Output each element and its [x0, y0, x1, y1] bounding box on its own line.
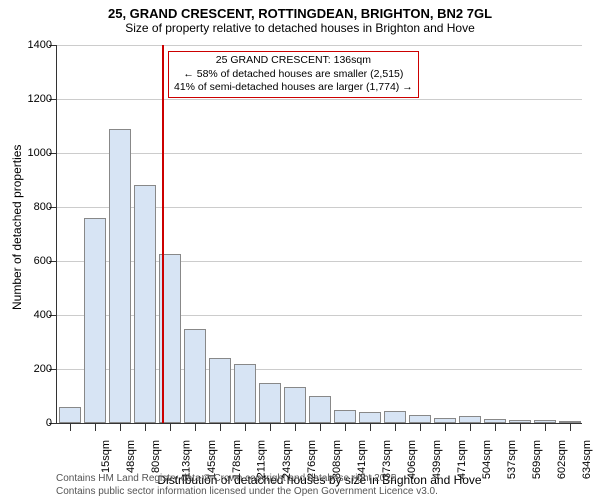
highlight-line	[162, 45, 166, 423]
x-tick	[295, 423, 296, 431]
y-tick-label: 600	[12, 255, 52, 267]
bar	[384, 411, 406, 423]
x-tick-label: 80sqm	[150, 440, 162, 473]
y-tick-label: 200	[12, 363, 52, 375]
bar	[334, 410, 356, 424]
x-tick	[345, 423, 346, 431]
y-tick-label: 800	[12, 201, 52, 213]
bar	[84, 218, 106, 423]
bar	[284, 387, 306, 423]
y-tick-label: 1200	[12, 93, 52, 105]
x-tick	[270, 423, 271, 431]
bar	[359, 412, 381, 423]
x-tick	[145, 423, 146, 431]
chart-container: 25, GRAND CRESCENT, ROTTINGDEAN, BRIGHTO…	[0, 0, 600, 500]
x-tick	[545, 423, 546, 431]
x-tick	[570, 423, 571, 431]
x-tick-label: 504sqm	[481, 440, 493, 479]
x-tick	[95, 423, 96, 431]
chart-title-2: Size of property relative to detached ho…	[0, 21, 600, 35]
y-axis-label: Number of detached properties	[10, 145, 24, 310]
footer-line-2: Contains public sector information licen…	[56, 486, 438, 499]
footer-attribution: Contains HM Land Registry data © Crown c…	[56, 473, 438, 498]
x-tick	[320, 423, 321, 431]
x-tick	[420, 423, 421, 431]
bar	[259, 383, 281, 424]
bar	[134, 185, 156, 423]
x-tick	[245, 423, 246, 431]
x-tick-label: 602sqm	[556, 440, 568, 479]
chart-title-1: 25, GRAND CRESCENT, ROTTINGDEAN, BRIGHTO…	[0, 0, 600, 21]
x-tick	[370, 423, 371, 431]
annotation-box: 25 GRAND CRESCENT: 136sqm← 58% of detach…	[168, 51, 419, 98]
x-tick	[495, 423, 496, 431]
x-tick-label: 537sqm	[506, 440, 518, 479]
x-tick-label: 569sqm	[531, 440, 543, 479]
bar	[234, 364, 256, 423]
x-tick	[220, 423, 221, 431]
x-tick	[470, 423, 471, 431]
x-tick	[445, 423, 446, 431]
footer-line-1: Contains HM Land Registry data © Crown c…	[56, 473, 438, 486]
annotation-line: ← 58% of detached houses are smaller (2,…	[174, 68, 413, 82]
annotation-line: 25 GRAND CRESCENT: 136sqm	[174, 54, 413, 68]
y-tick-label: 400	[12, 309, 52, 321]
x-tick-label: 634sqm	[581, 440, 593, 479]
bar	[309, 396, 331, 423]
x-tick	[120, 423, 121, 431]
bar	[409, 415, 431, 423]
bar	[59, 407, 81, 423]
x-tick-label: 15sqm	[100, 440, 112, 473]
bar	[109, 129, 131, 423]
x-tick-label: 471sqm	[456, 440, 468, 479]
gridline	[57, 153, 582, 154]
bar	[184, 329, 206, 424]
annotation-line: 41% of semi-detached houses are larger (…	[174, 81, 413, 95]
plot-area: Distribution of detached houses by size …	[56, 45, 582, 424]
x-tick	[170, 423, 171, 431]
gridline	[57, 45, 582, 46]
x-tick	[70, 423, 71, 431]
gridline	[57, 99, 582, 100]
x-tick	[520, 423, 521, 431]
y-tick-label: 0	[12, 417, 52, 429]
bar	[459, 416, 481, 423]
bar	[209, 358, 231, 423]
x-tick	[395, 423, 396, 431]
x-tick-label: 48sqm	[125, 440, 137, 473]
y-tick-label: 1400	[12, 39, 52, 51]
y-tick-label: 1000	[12, 147, 52, 159]
x-tick	[195, 423, 196, 431]
